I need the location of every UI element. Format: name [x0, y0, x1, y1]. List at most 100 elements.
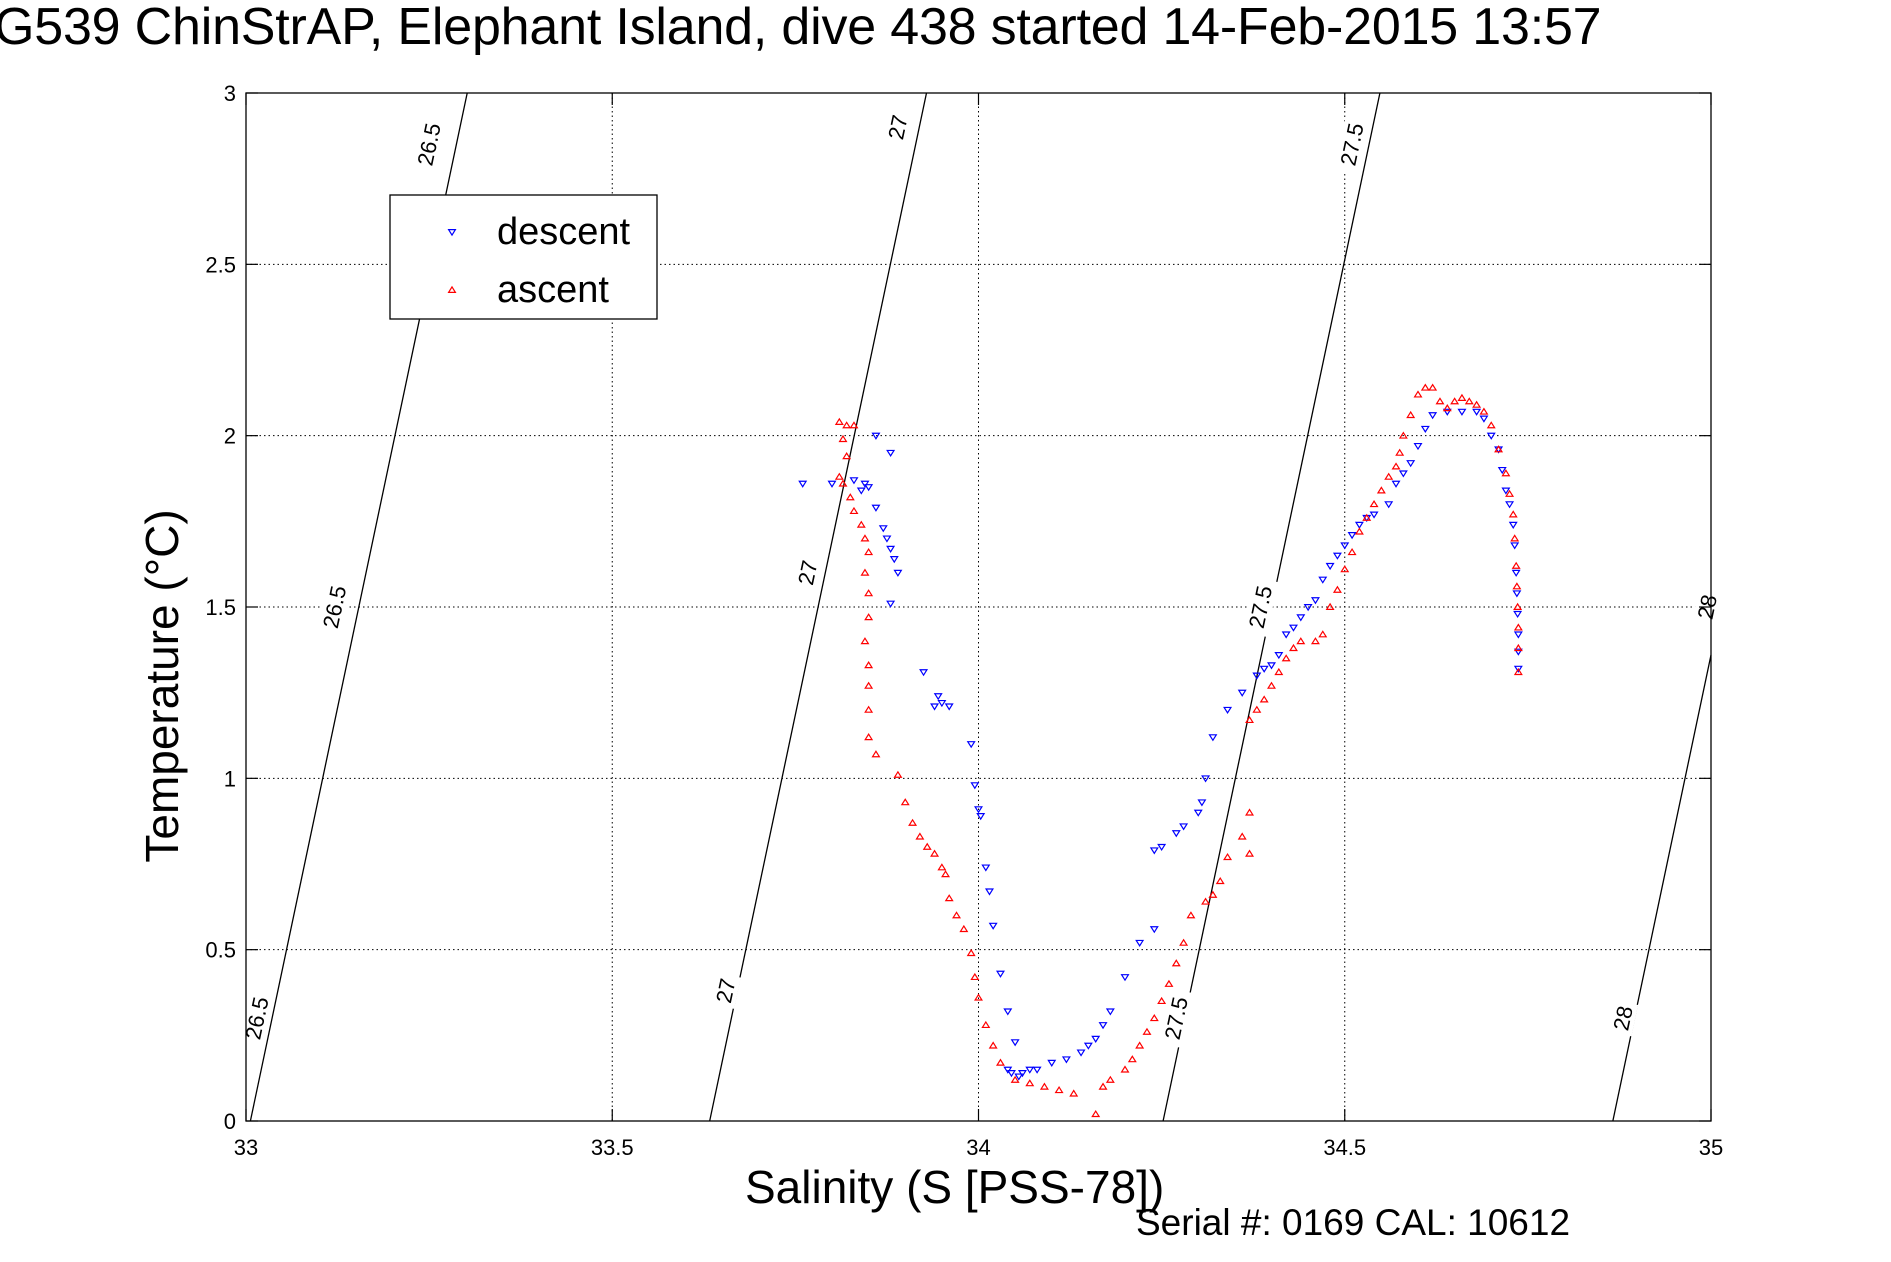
ascent-point — [1223, 852, 1233, 861]
descent-point — [1193, 809, 1203, 817]
ascent-point — [1398, 431, 1408, 439]
y-tick-label: 2.5 — [205, 252, 236, 277]
ascent-point — [995, 1058, 1005, 1066]
ascent-point — [1281, 654, 1291, 662]
descent-point — [1120, 974, 1130, 982]
descent-point — [1513, 648, 1523, 656]
descent-point — [944, 703, 954, 711]
descent-point — [1252, 672, 1262, 680]
ascent-point — [1510, 534, 1520, 542]
descent-point — [933, 693, 943, 701]
ascent-point — [1450, 397, 1460, 405]
descent-point — [871, 504, 881, 512]
descent-point — [981, 864, 991, 872]
ascent-point — [1025, 1079, 1035, 1087]
ascent-point — [864, 681, 874, 689]
ascent-point — [974, 993, 983, 1001]
legend-label-descent: descent — [497, 211, 631, 253]
contour-label-27.5: 27.5 — [1242, 577, 1279, 637]
ascent-point — [838, 479, 848, 487]
ascent-point — [1511, 561, 1521, 569]
descent-point — [1511, 569, 1521, 577]
descent-point — [1513, 665, 1523, 673]
ascent-point — [842, 452, 852, 460]
descent-point — [1512, 590, 1522, 598]
ascent-point — [1142, 1027, 1152, 1035]
ascent-point — [1369, 500, 1379, 508]
x-tick-label: 35 — [1699, 1135, 1723, 1160]
ascent-point — [1494, 445, 1504, 453]
descent-point — [937, 699, 947, 708]
ascent-point — [1513, 643, 1523, 652]
ascent-point — [966, 948, 976, 957]
descent-point — [930, 703, 940, 711]
ascent-point — [1039, 1082, 1049, 1090]
ascent-point — [1513, 667, 1523, 676]
ascent-point — [1376, 486, 1386, 494]
descent-point — [1347, 532, 1357, 540]
ascent-point — [893, 770, 903, 778]
ascent-point — [1069, 1089, 1079, 1097]
descent-point — [995, 970, 1005, 978]
ascent-point — [838, 434, 848, 443]
ascent-point — [981, 1020, 991, 1029]
descent-point — [1384, 501, 1394, 509]
series-descent — [798, 408, 1523, 1081]
ascent-point — [1274, 667, 1284, 676]
axes-layer: 33 33.5 34 34.5 35 0 0.5 1 1.5 2 2.5 3 — [205, 81, 1723, 1160]
descent-point — [1497, 466, 1507, 475]
ascent-point — [834, 417, 844, 425]
descent-point — [1274, 651, 1284, 660]
ascent-point — [856, 520, 866, 528]
descent-point — [1332, 552, 1342, 560]
contour-label-27: 27 — [882, 109, 913, 146]
descent-point — [1457, 408, 1467, 416]
descent-point — [1340, 542, 1350, 550]
contour-label-27: 27 — [792, 554, 823, 591]
ascent-point — [1105, 1075, 1115, 1083]
ascent-point — [1513, 602, 1523, 610]
contour-label-28: 28 — [1608, 1000, 1639, 1037]
descent-point — [1513, 610, 1523, 619]
ascent-point — [1505, 489, 1515, 497]
descent-point — [1091, 1035, 1101, 1043]
descent-point — [1105, 1008, 1115, 1016]
descent-point — [893, 569, 903, 577]
descent-point — [1472, 408, 1482, 416]
legend: descent ascent — [389, 194, 658, 320]
contour-label-26.5: 26.5 — [411, 114, 447, 175]
ascent-point — [900, 798, 910, 806]
descent-point — [1303, 604, 1313, 612]
svg-text:27: 27 — [793, 558, 823, 587]
ascent-point — [1135, 1041, 1145, 1049]
y-tick-label: 1 — [224, 766, 236, 791]
contour-label-27.5: 27.5 — [1158, 988, 1194, 1049]
ascent-point — [1435, 397, 1445, 405]
descent-point — [1369, 511, 1379, 519]
descent-point — [1098, 1022, 1108, 1030]
ascent-point — [1479, 407, 1489, 415]
descent-point — [1014, 1073, 1024, 1081]
ascent-point — [1340, 565, 1350, 573]
descent-point — [1197, 799, 1207, 807]
descent-point — [1003, 1008, 1013, 1016]
ascent-point — [922, 842, 932, 850]
descent-point — [985, 888, 994, 896]
descent-point — [1513, 631, 1523, 639]
ascent-point — [1457, 393, 1467, 401]
ascent-point — [1512, 582, 1522, 590]
descent-point — [1354, 521, 1364, 529]
svg-text:26.5: 26.5 — [412, 121, 445, 168]
y-tick-label: 0 — [224, 1109, 236, 1134]
y-axis-label: Temperature (°C) — [136, 509, 188, 863]
ascent-point — [1332, 585, 1342, 593]
legend-marker-ascent — [447, 285, 457, 293]
descent-point — [1179, 823, 1189, 831]
ascent-point — [1406, 410, 1416, 419]
svg-text:27.5: 27.5 — [1335, 121, 1368, 168]
ascent-point — [842, 421, 852, 429]
contour-line-27 — [709, 92, 928, 1122]
ascent-point — [1186, 911, 1196, 919]
ascent-point — [944, 894, 954, 902]
ascent-point — [1384, 472, 1394, 480]
